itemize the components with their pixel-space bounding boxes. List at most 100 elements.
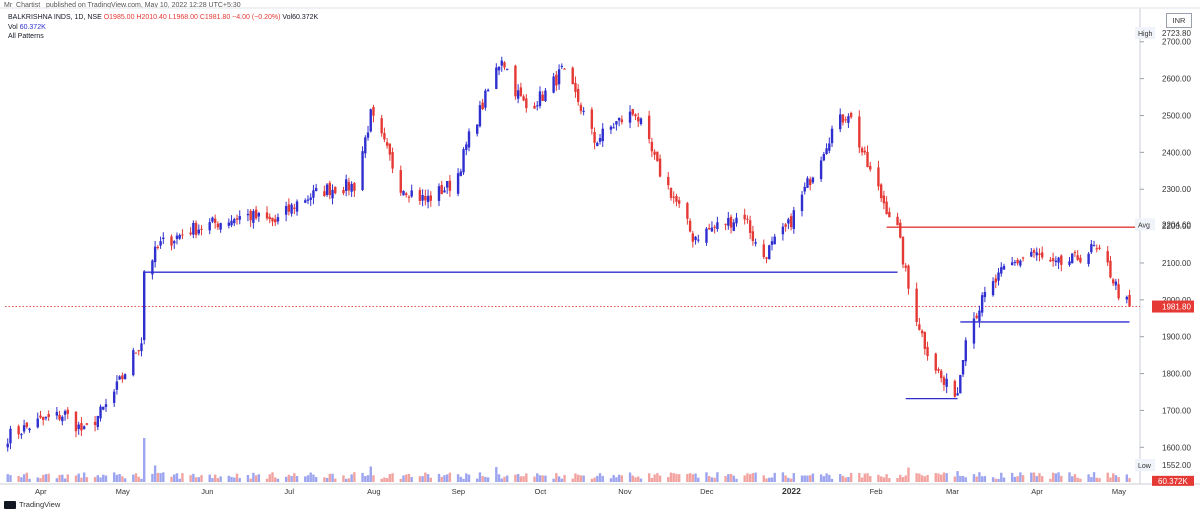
candle-body <box>162 237 165 240</box>
volume-bar <box>694 473 697 482</box>
volume-bar <box>560 478 564 482</box>
candle-body <box>576 88 580 102</box>
marker-value-high: 2723.80 <box>1162 29 1191 38</box>
volume-bar <box>115 474 119 482</box>
candle-body <box>830 128 834 144</box>
candle-body <box>323 191 326 197</box>
volume-bar <box>1073 474 1077 482</box>
candle-body <box>915 288 918 322</box>
volume-bar <box>552 478 555 482</box>
volume-bar <box>309 472 312 482</box>
volume-bar <box>462 478 465 482</box>
candle-body <box>287 204 291 212</box>
volume-bar <box>102 474 105 482</box>
volume-bar <box>735 478 738 482</box>
volume-bar <box>314 476 318 482</box>
candle-body <box>942 377 946 385</box>
volume-bar <box>143 438 146 482</box>
volume-bar <box>1019 472 1022 482</box>
price-tick-label: 2200.00 <box>1162 222 1191 231</box>
candle-body <box>1010 262 1014 266</box>
volume-bar <box>770 477 774 482</box>
candle-body <box>533 105 536 109</box>
candle-body <box>137 350 140 352</box>
candle-body <box>328 182 332 196</box>
volume-bar <box>391 473 394 482</box>
candle-body <box>800 194 804 212</box>
candle-body <box>729 216 733 228</box>
volume-bar <box>410 477 413 482</box>
volume-bar <box>803 475 806 482</box>
candle-body <box>506 68 509 70</box>
candle-body <box>1109 260 1112 278</box>
candle-body <box>765 257 768 259</box>
candle-body <box>612 127 615 129</box>
candle-body <box>112 391 116 403</box>
volume-bar <box>287 474 291 482</box>
volume-bar <box>697 477 700 482</box>
volume-bar <box>440 476 443 482</box>
horizontal-levels <box>5 226 1140 400</box>
candle-body <box>934 353 937 371</box>
volume-bar <box>407 473 411 482</box>
volume-bar <box>942 472 946 482</box>
ohlc-values: O1985.00 H2010.40 L1968.00 C1981.80 −4.0… <box>103 14 281 21</box>
marker-tag-avg <box>1135 218 1155 231</box>
candle-body <box>153 246 157 263</box>
volume-bar <box>1016 476 1019 482</box>
candle-body <box>675 195 678 202</box>
volume-bar <box>825 473 828 482</box>
candle-body <box>647 115 651 140</box>
candle-body <box>773 236 776 245</box>
price-tick-label: 2600.00 <box>1162 75 1191 84</box>
candle-body <box>61 416 64 422</box>
candle-body <box>1060 255 1063 265</box>
volume-bar <box>47 473 50 482</box>
volume-bar <box>194 477 198 482</box>
candle-body <box>770 241 774 245</box>
volume-bar <box>972 474 976 482</box>
volume-bar <box>295 476 299 482</box>
volume-bar <box>710 477 714 482</box>
candle-body <box>192 223 195 235</box>
candle-body <box>227 222 231 226</box>
candle-body <box>418 190 422 201</box>
volume-bar <box>1021 475 1025 482</box>
volume-bar <box>20 477 23 482</box>
volume-bar <box>677 474 681 482</box>
volume-bar <box>66 474 69 482</box>
volume-bar <box>429 477 432 482</box>
volume-bar <box>361 472 364 482</box>
candle-body <box>920 330 924 334</box>
candle-body <box>784 224 787 227</box>
volume-bar <box>274 477 277 482</box>
volume-bar <box>541 475 544 482</box>
candle-body <box>383 133 386 140</box>
candle-body <box>926 346 929 357</box>
volume-bar <box>713 477 716 482</box>
candle-body <box>686 203 689 219</box>
volume-bar <box>729 473 733 482</box>
price-tick-label: 2300.00 <box>1162 185 1191 194</box>
volume-bar <box>246 474 250 482</box>
candle-body <box>519 87 523 96</box>
volume-bar <box>118 474 121 482</box>
candle-body <box>694 236 697 241</box>
volume-bar <box>372 475 375 482</box>
candle-body <box>342 190 345 194</box>
candle-body <box>672 196 675 198</box>
currency-button[interactable]: INR <box>1166 13 1192 28</box>
volume-bar <box>132 474 135 482</box>
candle-body <box>132 350 135 376</box>
candle-body <box>265 212 269 219</box>
candle-body <box>405 193 408 196</box>
volume-bar <box>58 474 61 482</box>
volume-bar <box>211 478 214 482</box>
candle-body <box>819 160 823 180</box>
candle-body <box>219 223 222 230</box>
volume-bar <box>364 476 367 482</box>
volume-bar <box>746 473 749 482</box>
volume-bar <box>445 474 449 482</box>
volume-bar <box>983 476 987 482</box>
